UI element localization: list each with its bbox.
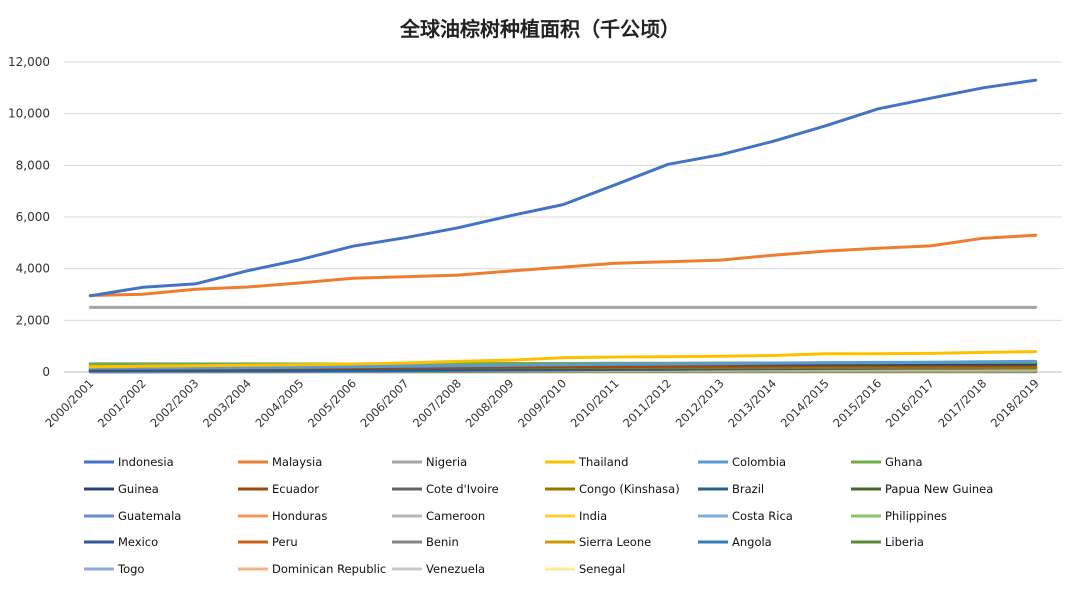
legend-label: Mexico (118, 535, 158, 549)
legend-label: Brazil (732, 482, 764, 496)
x-tick-label: 2018/2019 (988, 376, 1042, 430)
legend-label: Togo (117, 562, 144, 576)
legend-item: Ecuador (238, 482, 319, 496)
legend-label: Honduras (272, 509, 327, 523)
x-tick-label: 2007/2008 (410, 376, 464, 430)
series-line-malaysia (88, 233, 1038, 297)
x-axis-ticks: 2000/20012001/20022002/20032003/20042004… (42, 376, 1042, 430)
gridlines (64, 61, 1062, 373)
legend-label: Congo (Kinshasa) (579, 482, 680, 496)
legend-item: Congo (Kinshasa) (545, 482, 680, 496)
legend-label: Indonesia (118, 455, 174, 469)
x-tick-label: 2006/2007 (358, 376, 412, 430)
legend-item: Philippines (851, 509, 947, 523)
legend-label: Liberia (885, 535, 924, 549)
legend: Indonesia Malaysia Nigeria Thailand Colombia… (84, 455, 993, 576)
legend-label: Dominican Republic (272, 562, 386, 576)
legend-item: Nigeria (392, 455, 467, 469)
legend-label: Peru (272, 535, 298, 549)
legend-item: Papua New Guinea (851, 482, 993, 496)
x-tick-label: 2003/2004 (200, 376, 254, 430)
x-tick-label: 2013/2014 (725, 376, 779, 430)
x-tick-label: 2015/2016 (830, 376, 884, 430)
legend-label: Venezuela (426, 562, 485, 576)
y-axis-ticks: 0 2,000 4,000 6,000 8,000 10,000 12,000 (8, 55, 50, 379)
x-tick-label: 2012/2013 (673, 376, 727, 430)
legend-item: Malaysia (238, 455, 322, 469)
y-tick-label: 12,000 (8, 55, 50, 69)
y-tick-label: 2,000 (16, 313, 50, 327)
legend-label: Guinea (118, 482, 159, 496)
y-tick-label: 8,000 (16, 158, 50, 172)
x-tick-label: 2002/2003 (147, 376, 201, 430)
legend-label: Thailand (578, 455, 628, 469)
x-tick-label: 2001/2002 (95, 376, 149, 430)
legend-label: Malaysia (272, 455, 322, 469)
chart-title: 全球油棕树种植面积（千公顷） (399, 17, 680, 41)
series-line-thailand (88, 350, 1038, 369)
x-tick-label: 2011/2012 (620, 376, 674, 430)
legend-label: Cote d'Ivoire (426, 482, 499, 496)
series-lines (88, 78, 1038, 374)
legend-item: Guatemala (84, 509, 181, 523)
y-tick-label: 6,000 (16, 210, 50, 224)
legend-item: Ghana (851, 455, 923, 469)
x-tick-label: 2008/2009 (463, 376, 517, 430)
series-line-indonesia (88, 78, 1038, 298)
y-tick-label: 10,000 (8, 107, 50, 121)
legend-item: Sierra Leone (545, 535, 651, 549)
legend-item: Guinea (84, 482, 159, 496)
legend-label: Senegal (579, 562, 625, 576)
x-tick-label: 2014/2015 (778, 376, 832, 430)
legend-item: Dominican Republic (238, 562, 386, 576)
legend-item: Senegal (545, 562, 625, 576)
legend-item: Mexico (84, 535, 158, 549)
legend-label: Nigeria (426, 455, 467, 469)
legend-item: Cote d'Ivoire (392, 482, 499, 496)
legend-label: Angola (732, 535, 772, 549)
legend-label: Ghana (885, 455, 923, 469)
legend-item: Brazil (698, 482, 764, 496)
x-tick-label: 2016/2017 (883, 376, 937, 430)
legend-item: Cameroon (392, 509, 485, 523)
legend-item: Costa Rica (698, 509, 793, 523)
legend-label: India (579, 509, 607, 523)
legend-label: Benin (426, 535, 459, 549)
x-tick-label: 2017/2018 (935, 376, 989, 430)
legend-item: Colombia (698, 455, 786, 469)
legend-label: Costa Rica (732, 509, 793, 523)
legend-item: Togo (84, 562, 144, 576)
legend-label: Guatemala (118, 509, 181, 523)
legend-label: Colombia (732, 455, 786, 469)
series-line-colombia (88, 359, 1038, 370)
legend-item: India (545, 509, 607, 523)
legend-item: Benin (392, 535, 459, 549)
legend-label: Papua New Guinea (885, 482, 993, 496)
legend-item: Thailand (545, 455, 628, 469)
legend-item: Venezuela (392, 562, 485, 576)
legend-item: Honduras (238, 509, 327, 523)
y-tick-label: 0 (42, 365, 50, 379)
x-tick-label: 2004/2005 (252, 376, 306, 430)
legend-item: Angola (698, 535, 772, 549)
x-tick-label: 2005/2006 (305, 376, 359, 430)
legend-item: Liberia (851, 535, 924, 549)
legend-item: Indonesia (84, 455, 174, 469)
x-tick-label: 2009/2010 (515, 376, 569, 430)
x-tick-label: 2010/2011 (568, 376, 622, 430)
x-tick-label: 2000/2001 (42, 376, 96, 430)
legend-label: Ecuador (272, 482, 319, 496)
legend-item: Peru (238, 535, 298, 549)
legend-label: Cameroon (426, 509, 485, 523)
legend-label: Sierra Leone (579, 535, 651, 549)
legend-label: Philippines (885, 509, 947, 523)
y-tick-label: 4,000 (16, 262, 50, 276)
